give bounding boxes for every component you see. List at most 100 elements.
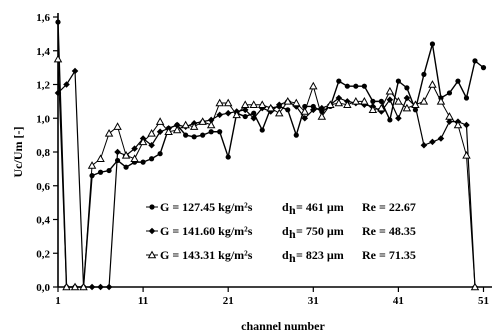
data-point (240, 100, 250, 108)
y-tick-label: 0,6 (36, 181, 50, 193)
data-point (155, 117, 165, 125)
data-point (480, 65, 487, 71)
data-point (173, 121, 181, 129)
data-point (164, 127, 173, 135)
data-point (378, 98, 384, 104)
legend-label-g: G = 143.31 kg/m²s (160, 248, 253, 262)
data-point (189, 122, 199, 130)
data-point (140, 159, 146, 165)
y-tick-label: 1,6 (36, 12, 50, 24)
data-point (309, 81, 318, 90)
data-point (429, 138, 436, 146)
data-point (181, 120, 190, 129)
data-point (63, 81, 70, 88)
data-point (411, 100, 420, 108)
legend-label-d-value: = 750 µm (296, 224, 344, 238)
data-point (343, 100, 352, 108)
legend-marker (149, 204, 155, 210)
data-point (275, 101, 283, 109)
data-point (183, 132, 189, 138)
x-tick-label: 41 (393, 295, 404, 307)
series-circle (55, 19, 487, 290)
data-point (387, 117, 393, 123)
data-point (344, 83, 350, 89)
data-point (105, 283, 113, 291)
data-point (54, 89, 62, 97)
data-point (317, 112, 327, 120)
y-tick-label: 0,8 (36, 147, 50, 159)
data-point (385, 86, 395, 95)
data-point (232, 110, 241, 119)
data-point (436, 96, 446, 105)
data-point (310, 103, 316, 110)
y-tick-label: 0,2 (36, 248, 50, 260)
data-point (70, 282, 80, 291)
x-tick-label: 11 (138, 295, 148, 307)
data-point (217, 129, 223, 135)
data-point (131, 145, 138, 152)
data-point (361, 83, 367, 89)
data-point (353, 83, 359, 89)
legend-label-re: Re = 22.67 (362, 200, 416, 214)
legend-entry: G = 143.31 kg/m²s d h = 823 µm Re = 71.35 (146, 248, 416, 265)
data-point (285, 107, 291, 113)
y-axis-title: Uc/Um [-] (11, 127, 25, 178)
data-point (123, 164, 129, 170)
legend-marker (148, 227, 156, 235)
data-point (463, 121, 470, 129)
data-point (336, 78, 342, 84)
data-point (445, 112, 454, 120)
series-diamond (54, 67, 479, 291)
data-point (283, 96, 293, 105)
data-point (428, 80, 437, 88)
x-tick-label: 31 (308, 295, 319, 307)
data-point (55, 19, 61, 25)
data-point (97, 283, 104, 291)
data-point (470, 282, 480, 291)
data-point (403, 94, 411, 102)
data-point (309, 106, 317, 114)
data-point (429, 41, 436, 47)
data-point (130, 154, 139, 162)
legend-label-d-subscript: h (289, 203, 296, 217)
data-point (360, 96, 369, 105)
data-point (334, 98, 344, 107)
data-point (225, 154, 231, 160)
series-line (57, 22, 484, 288)
data-point (370, 98, 376, 104)
data-point (249, 100, 258, 108)
data-point (149, 156, 155, 162)
legend-label-g: G = 127.45 kg/m²s (160, 200, 253, 214)
data-point (462, 150, 471, 159)
data-point (62, 282, 71, 291)
series-layer (53, 19, 487, 291)
legend-label-g: G = 141.60 kg/m²s (160, 224, 253, 238)
legend-label-d-value: = 823 µm (296, 248, 344, 262)
data-point (395, 114, 402, 122)
legend: G = 127.45 kg/m²s d h = 461 µm Re = 22.67G =… (146, 200, 416, 265)
data-point (216, 111, 223, 119)
data-point (114, 148, 121, 156)
data-point (453, 120, 463, 129)
data-point (463, 95, 470, 101)
legend-label-d: d (282, 200, 289, 214)
data-point (157, 151, 163, 157)
data-point (207, 116, 215, 124)
axes: 0,00,20,40,60,81,01,21,41,61 11 21 31 41 51ch… (11, 12, 492, 333)
data-point (446, 118, 453, 125)
y-tick-label: 1,0 (36, 113, 50, 125)
data-point (326, 100, 335, 108)
data-point (104, 129, 114, 137)
data-point (472, 58, 478, 64)
data-point (53, 54, 63, 63)
data-point (200, 132, 206, 138)
data-point (156, 128, 164, 136)
legend-label-d-subscript: h (289, 251, 296, 265)
data-point (241, 106, 249, 114)
data-point (421, 71, 427, 77)
legend-entry: G = 127.45 kg/m²s d h = 461 µm Re = 22.67 (146, 200, 416, 217)
data-point (147, 129, 156, 137)
y-tick-label: 0,4 (36, 215, 50, 227)
data-point (275, 108, 284, 117)
data-point (138, 137, 148, 146)
